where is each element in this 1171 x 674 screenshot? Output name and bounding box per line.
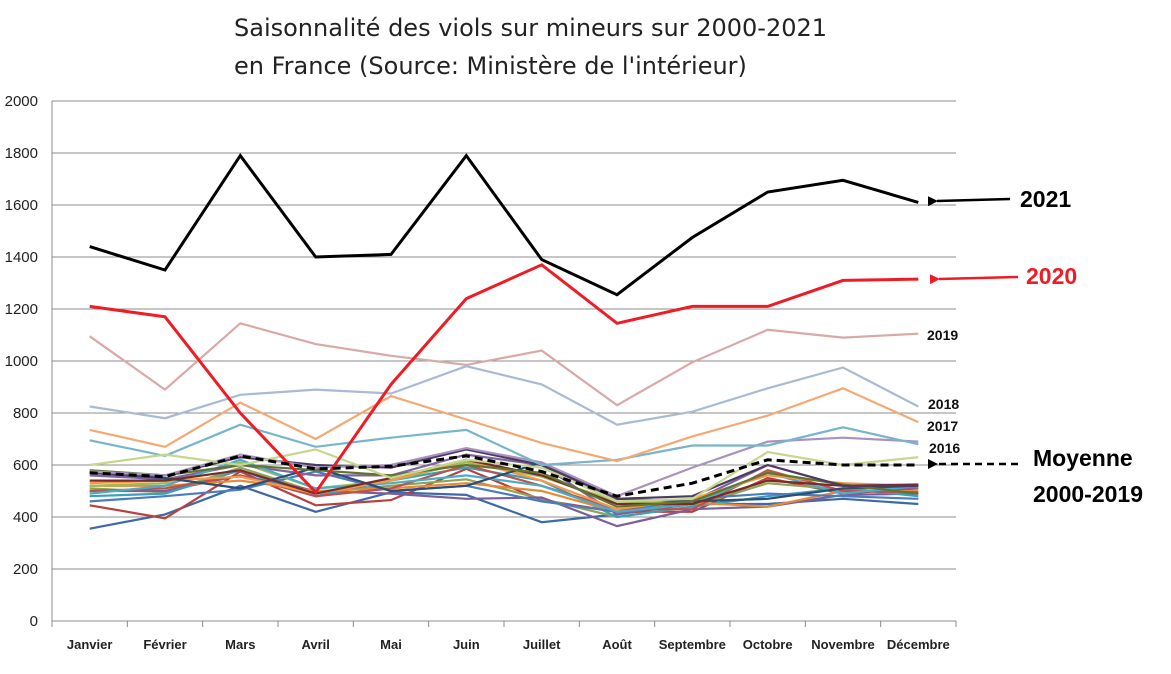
y-tick-label: 0: [30, 613, 38, 630]
series-line-2021: [89, 152, 919, 297]
series-line-2020: [89, 263, 919, 495]
chart-title-line-1: Saisonnalité des viols sur mineurs sur 2…: [234, 14, 828, 42]
y-tick-label: 1000: [5, 353, 38, 370]
y-tick-label: 600: [13, 457, 38, 474]
x-tick-label: Juin: [453, 637, 480, 652]
annotation-label: 2019: [927, 327, 958, 343]
x-tick-label: Décembre: [887, 637, 950, 652]
series-line-2014: [89, 463, 919, 508]
x-tick-label: Octobre: [743, 637, 793, 652]
annotation-label: 2020: [1026, 263, 1077, 289]
x-tick-label: Septembre: [659, 637, 726, 652]
series-line-2013: [89, 458, 919, 506]
series-line-2019: [89, 322, 919, 407]
annotation-label: Moyenne: [1033, 445, 1133, 471]
series-line-2017b: [89, 387, 919, 463]
series-line-moyenne-2000-2019: [89, 454, 919, 498]
y-tick-label: 2000: [5, 93, 38, 110]
annotation-label: 2016: [929, 440, 960, 456]
annotation-arrow: [927, 196, 1011, 207]
annotation-label: 2018: [928, 396, 959, 412]
annotation-label: 2021: [1020, 186, 1071, 212]
y-tick-label: 800: [13, 405, 38, 422]
x-tick-label: Novembre: [811, 637, 875, 652]
annotation-label: 2000-2019: [1033, 481, 1143, 507]
x-tick-label: Mai: [380, 637, 402, 652]
x-tick-label: Juillet: [523, 637, 561, 652]
y-tick-label: 200: [13, 561, 38, 578]
series-line-2012: [89, 461, 919, 503]
x-tick-label: Août: [602, 637, 632, 652]
series-line-2005: [89, 479, 919, 513]
x-tick-label: Mars: [225, 637, 255, 652]
series-line-2006: [89, 470, 919, 513]
series-line-2015: [89, 448, 919, 500]
y-tick-label: 1600: [5, 197, 38, 214]
series-line-2011: [89, 458, 919, 511]
y-tick-label: 1800: [5, 145, 38, 162]
annotation-label: 2017: [927, 418, 958, 434]
chart-title-line-2: en France (Source: Ministère de l'intéri…: [234, 52, 747, 80]
x-tick-label: Janvier: [67, 637, 113, 652]
x-tick-label: Février: [143, 637, 186, 652]
x-tick-label: Avril: [301, 637, 329, 652]
y-tick-label: 400: [13, 509, 38, 526]
series-line-2018b: [89, 365, 919, 426]
series-line-2016: [89, 436, 919, 498]
y-tick-label: 1400: [5, 249, 38, 266]
series-line-2017: [89, 423, 919, 467]
annotation-arrow: [929, 274, 1019, 285]
y-tick-label: 1200: [5, 301, 38, 318]
